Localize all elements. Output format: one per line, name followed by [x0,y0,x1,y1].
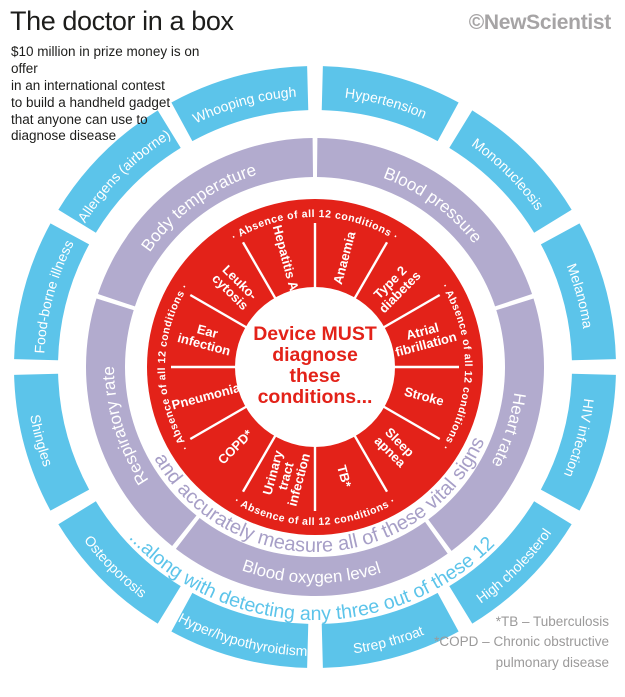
must-diagnose-ring: Anaemia Type 2diabetesAtrialfibrillationS… [147,199,483,535]
vitals-segment-respiratory-rate [86,298,197,546]
vitals-segment-body-temperature [97,138,314,307]
red-ring-divider [352,433,389,493]
condition-label-tb: TB* [334,463,355,489]
center-disc [235,287,395,447]
vital-signs-ring [86,138,545,596]
red-ring-divider [381,404,441,441]
center-statement: Device MUST diagnose these conditions... [253,323,377,408]
outer-segment-hyper-hypothyroidism [171,592,309,668]
page-subtitle: $10 million in prize money is on offer i… [11,44,200,144]
outer-segment-mononucleosis [449,110,572,233]
newscientist-logo: ©NewScientist [468,11,612,34]
red-ring-divider [189,404,249,441]
outer-segment-whooping-cough [171,66,309,142]
outer-segment-allergens-airborne [58,110,181,233]
vitals-segment-blood-pressure [316,138,533,307]
outer-segment-hiv-infection [540,373,616,511]
red-ring-divider [241,241,278,301]
red-ring-divider [352,241,389,301]
red-ring-divider [241,433,278,493]
vitals-segment-blood-oxygen-level [175,517,448,596]
red-ring-divider [189,293,249,330]
red-ring-divider [381,293,441,330]
outer-segment-high-cholesterol [449,501,572,624]
outer-segment-melanoma [540,223,616,361]
outer-segment-hypertension [321,66,459,142]
outer-segment-shingles [14,373,90,511]
outer-conditions-ring [14,66,616,668]
vitals-segment-heart-rate [428,298,545,551]
outer-segment-food-borne-illness [14,223,90,361]
outer-segment-strep-throat [321,592,459,668]
page-title: The doctor in a box [10,6,234,36]
outer-segment-osteoporosis [58,501,181,624]
footnote-abbreviations: *TB – Tuberculosis *COPD – Chronic obstr… [434,614,609,670]
